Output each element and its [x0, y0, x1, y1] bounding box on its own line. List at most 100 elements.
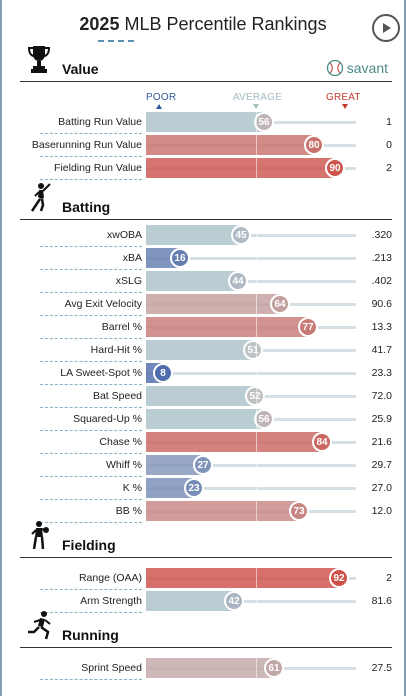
scale-great-label: GREAT	[326, 92, 361, 103]
metric-label: Chase %	[99, 436, 142, 448]
metric-row[interactable]: Range (OAA) 92 2	[0, 567, 406, 590]
title-year[interactable]: 2025	[79, 14, 120, 34]
row-divider	[40, 430, 142, 431]
section-header-fielding: Fielding	[20, 521, 392, 558]
percentile-bar	[146, 432, 322, 452]
scale-average-label: AVERAGE	[233, 92, 282, 103]
percentile-bar	[146, 317, 308, 337]
percentile-bar	[146, 501, 299, 521]
metric-row[interactable]: Fielding Run Value 90 2	[0, 157, 406, 180]
metric-row[interactable]: Bat Speed 52 72.0	[0, 385, 406, 408]
metric-row[interactable]: Whiff % 27 29.7	[0, 454, 406, 477]
row-divider	[40, 679, 142, 680]
metric-value: 21.6	[371, 436, 392, 448]
savant-logo[interactable]: savant	[326, 59, 388, 77]
metric-label: LA Sweet-Spot %	[60, 367, 142, 379]
metric-row[interactable]: Arm Strength 42 81.6	[0, 590, 406, 613]
poor-marker-icon	[156, 104, 162, 109]
average-midline	[256, 657, 257, 679]
percentile-badge: 73	[289, 501, 309, 521]
percentile-bar	[146, 568, 339, 588]
metric-row[interactable]: Chase % 84 21.6	[0, 431, 406, 454]
baseball-icon	[326, 59, 343, 77]
metric-label: K %	[122, 482, 142, 494]
metric-row[interactable]: Batting Run Value 56 1	[0, 111, 406, 134]
row-divider	[40, 179, 142, 180]
percentile-badge: 92	[329, 568, 349, 588]
percentile-badge: 90	[325, 158, 345, 178]
row-divider	[40, 292, 142, 293]
metric-value: 23.3	[371, 367, 392, 379]
metric-row[interactable]: Avg Exit Velocity 64 90.6	[0, 293, 406, 316]
metric-label: Barrel %	[101, 321, 142, 333]
metric-row[interactable]: Hard-Hit % 51 41.7	[0, 339, 406, 362]
percentile-bar	[146, 409, 264, 429]
scale-poor-text: POOR	[146, 92, 177, 103]
percentile-badge: 16	[170, 248, 190, 268]
average-marker-icon	[253, 104, 259, 109]
metric-row[interactable]: xwOBA 45 .320	[0, 224, 406, 247]
year-underline	[98, 40, 134, 42]
metric-row[interactable]: BB % 73 12.0	[0, 500, 406, 523]
row-divider	[40, 407, 142, 408]
metric-label: Hard-Hit %	[90, 344, 142, 356]
metric-value: 1	[386, 116, 392, 128]
percentile-badge: 84	[312, 432, 332, 452]
metric-value: .213	[371, 252, 392, 264]
metric-value: 29.7	[371, 459, 392, 471]
row-divider	[40, 589, 142, 590]
metric-label: Avg Exit Velocity	[64, 298, 142, 310]
metric-row[interactable]: Baserunning Run Value 80 0	[0, 134, 406, 157]
percentile-track	[146, 257, 356, 260]
savant-label: savant	[346, 60, 388, 76]
section-title-batting: Batting	[62, 199, 111, 215]
row-divider	[40, 453, 142, 454]
percentile-badge: 64	[270, 294, 290, 314]
percentile-badge: 80	[304, 135, 324, 155]
metric-value: 25.9	[371, 413, 392, 425]
metric-value: 13.3	[371, 321, 392, 333]
play-button[interactable]	[372, 14, 400, 42]
metric-row[interactable]: Squared-Up % 56 25.9	[0, 408, 406, 431]
batter-icon	[26, 182, 52, 217]
row-divider	[40, 522, 142, 523]
metric-value: 72.0	[371, 390, 392, 402]
percentile-badge: 42	[224, 591, 244, 611]
title-text: MLB Percentile Rankings	[124, 14, 327, 34]
percentile-badge: 27	[193, 455, 213, 475]
section-header-batting: Batting	[20, 183, 392, 220]
average-midline	[256, 567, 257, 612]
percentile-badge: 44	[228, 271, 248, 291]
row-divider	[40, 499, 142, 500]
row-divider	[40, 338, 142, 339]
metric-value: 90.6	[371, 298, 392, 310]
percentile-track	[146, 234, 356, 237]
metric-row[interactable]: xSLG 44 .402	[0, 270, 406, 293]
percentile-bar	[146, 135, 314, 155]
metric-value: 12.0	[371, 505, 392, 517]
metric-value: 0	[386, 139, 392, 151]
metric-row[interactable]: K % 23 27.0	[0, 477, 406, 500]
percentile-track	[146, 600, 356, 603]
metric-label: xwOBA	[106, 229, 142, 241]
average-midline	[256, 224, 257, 522]
metric-value: 41.7	[371, 344, 392, 356]
metric-value: 27.0	[371, 482, 392, 494]
metric-row[interactable]: Barrel % 77 13.3	[0, 316, 406, 339]
row-divider	[40, 269, 142, 270]
metric-label: Squared-Up %	[73, 413, 142, 425]
metric-row[interactable]: LA Sweet-Spot % 8 23.3	[0, 362, 406, 385]
percentile-bar	[146, 455, 203, 475]
percentile-bar	[146, 158, 335, 178]
metric-value: 81.6	[371, 595, 392, 607]
metric-row[interactable]: Sprint Speed 61 27.5	[0, 657, 406, 680]
play-icon	[383, 23, 391, 33]
metric-row[interactable]: xBA 16 .213	[0, 247, 406, 270]
row-divider	[40, 361, 142, 362]
runner-icon	[26, 610, 54, 645]
metric-value: .402	[371, 275, 392, 287]
percentile-bar	[146, 112, 264, 132]
percentile-badge: 52	[245, 386, 265, 406]
percentile-track	[146, 464, 356, 467]
percentile-bar	[146, 478, 194, 498]
